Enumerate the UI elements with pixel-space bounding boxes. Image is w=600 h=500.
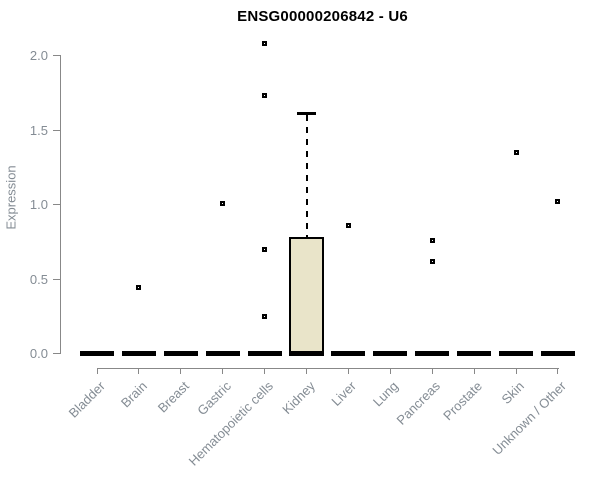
box (289, 237, 324, 356)
median-line (331, 351, 366, 356)
outlier-point (220, 200, 226, 206)
median-line (373, 351, 408, 356)
x-tick (389, 368, 391, 374)
outlier-point (429, 258, 435, 264)
x-axis-line (97, 368, 559, 369)
outlier-point (262, 313, 268, 319)
y-tick-label: 1.0 (29, 197, 48, 212)
x-tick (138, 368, 140, 374)
y-tick-label: 0.5 (29, 271, 48, 287)
median-line (80, 351, 114, 356)
chart-title: ENSG00000206842 - U6 (237, 8, 408, 25)
whisker (305, 115, 308, 238)
median-line (415, 351, 450, 356)
median-line (540, 351, 575, 356)
outlier-point (513, 149, 519, 155)
y-tick-label: 2.0 (29, 48, 48, 63)
median-line (205, 351, 240, 356)
median-line (163, 351, 198, 356)
outlier-point (262, 41, 268, 47)
median-line (247, 351, 282, 356)
x-tick (557, 368, 559, 374)
y-tick (53, 278, 60, 280)
x-tick (347, 368, 349, 374)
median-line (289, 351, 324, 356)
outlier-point (262, 93, 268, 99)
x-tick (264, 368, 266, 374)
outlier-point (136, 285, 142, 291)
median-line (457, 351, 492, 356)
y-tick-label: 0.0 (29, 346, 48, 361)
y-tick (53, 55, 60, 56)
outlier-point (262, 246, 268, 252)
y-tick (53, 129, 60, 131)
whisker-cap (297, 112, 316, 116)
outlier-point (345, 222, 351, 228)
median-line (121, 351, 156, 356)
y-tick (53, 353, 60, 354)
y-tick (53, 204, 60, 205)
y-tick-label: 1.5 (29, 122, 48, 138)
x-tick (473, 368, 475, 374)
x-tick (222, 368, 224, 374)
outlier-point (429, 237, 435, 243)
x-tick (515, 368, 517, 374)
x-tick (180, 368, 182, 374)
x-tick (431, 368, 433, 374)
y-axis-line (60, 55, 61, 354)
x-tick (96, 368, 98, 374)
x-tick (306, 368, 307, 374)
median-line (499, 351, 533, 356)
outlier-point (555, 199, 561, 204)
